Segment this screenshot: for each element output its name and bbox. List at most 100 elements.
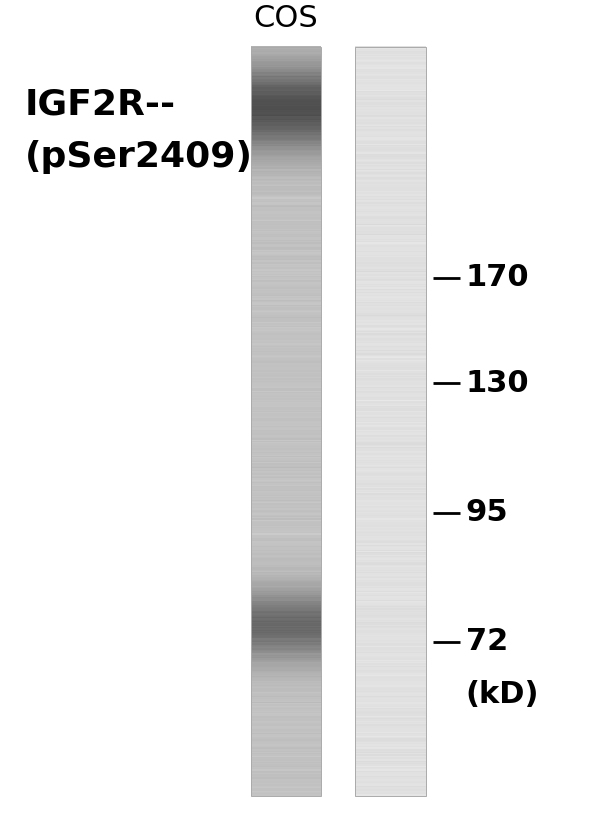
Bar	[355, 47, 426, 49]
Bar	[251, 507, 322, 508]
Bar	[355, 146, 426, 147]
Bar	[355, 517, 426, 520]
Bar	[251, 575, 322, 577]
Bar	[251, 492, 322, 494]
Bar	[251, 151, 322, 152]
Bar	[251, 68, 322, 70]
Bar	[355, 539, 426, 541]
Bar	[251, 420, 322, 422]
Bar	[251, 332, 322, 334]
Bar	[355, 382, 426, 383]
Bar	[251, 480, 322, 482]
Bar	[251, 544, 322, 545]
Text: (pSer2409): (pSer2409)	[25, 139, 253, 174]
Bar	[251, 686, 322, 688]
Bar	[251, 178, 322, 180]
Bar	[355, 479, 426, 481]
Bar	[355, 105, 426, 107]
Bar	[251, 788, 322, 789]
Bar	[251, 289, 322, 291]
Bar	[355, 744, 426, 746]
Bar	[251, 415, 322, 417]
Bar	[251, 217, 322, 218]
Bar	[355, 766, 426, 768]
Bar	[251, 529, 322, 531]
Bar	[355, 631, 426, 634]
Bar	[355, 528, 426, 530]
Bar	[251, 134, 322, 136]
Bar	[355, 783, 426, 784]
Bar	[251, 579, 322, 581]
Bar	[251, 238, 322, 240]
Bar	[251, 384, 322, 386]
Bar	[355, 263, 426, 265]
Bar	[251, 48, 322, 50]
Bar	[251, 398, 322, 400]
Bar	[355, 789, 426, 791]
Bar	[251, 229, 322, 231]
Bar	[355, 134, 426, 136]
Bar	[251, 725, 322, 727]
Bar	[355, 499, 426, 501]
Bar	[355, 273, 426, 274]
Bar	[355, 292, 426, 293]
Bar	[355, 56, 426, 58]
Bar	[355, 771, 426, 773]
Bar	[251, 528, 322, 530]
Bar	[355, 669, 426, 671]
Bar	[355, 250, 426, 251]
Bar	[355, 489, 426, 491]
Bar	[251, 794, 322, 796]
Bar	[355, 418, 426, 419]
Bar	[355, 297, 426, 298]
Bar	[251, 396, 322, 397]
Bar	[251, 503, 322, 504]
Bar	[251, 124, 322, 126]
Bar	[251, 154, 322, 156]
Bar	[251, 168, 322, 170]
Bar	[355, 396, 426, 399]
Bar	[251, 136, 322, 138]
Bar	[355, 698, 426, 700]
Bar	[251, 236, 322, 238]
Bar	[355, 86, 426, 87]
Bar	[251, 461, 322, 463]
Bar	[251, 453, 322, 455]
Bar	[251, 751, 322, 753]
Bar	[355, 236, 426, 238]
Bar	[355, 567, 426, 569]
Bar	[251, 399, 322, 401]
Bar	[355, 327, 426, 329]
Bar	[355, 339, 426, 341]
Bar	[355, 190, 426, 191]
Bar	[251, 119, 322, 121]
Bar	[355, 519, 426, 521]
Bar	[355, 216, 426, 218]
Bar	[355, 410, 426, 411]
Bar	[355, 699, 426, 700]
Bar	[251, 180, 322, 182]
Bar	[251, 728, 322, 729]
Bar	[355, 742, 426, 744]
Bar	[251, 549, 322, 550]
Bar	[355, 407, 426, 409]
Bar	[251, 105, 322, 107]
Bar	[355, 695, 426, 697]
Bar	[355, 785, 426, 787]
Bar	[251, 709, 322, 711]
Bar	[355, 255, 426, 257]
Bar	[251, 432, 322, 433]
Bar	[251, 278, 322, 280]
Bar	[355, 347, 426, 349]
Bar	[251, 345, 322, 347]
Bar	[251, 604, 322, 606]
Bar	[355, 573, 426, 574]
Bar	[251, 652, 322, 653]
Bar	[355, 59, 426, 61]
Bar	[251, 631, 322, 634]
Bar	[251, 478, 322, 480]
Text: 130: 130	[466, 368, 530, 398]
Bar	[355, 221, 426, 222]
Bar	[251, 328, 322, 330]
Bar	[251, 745, 322, 747]
